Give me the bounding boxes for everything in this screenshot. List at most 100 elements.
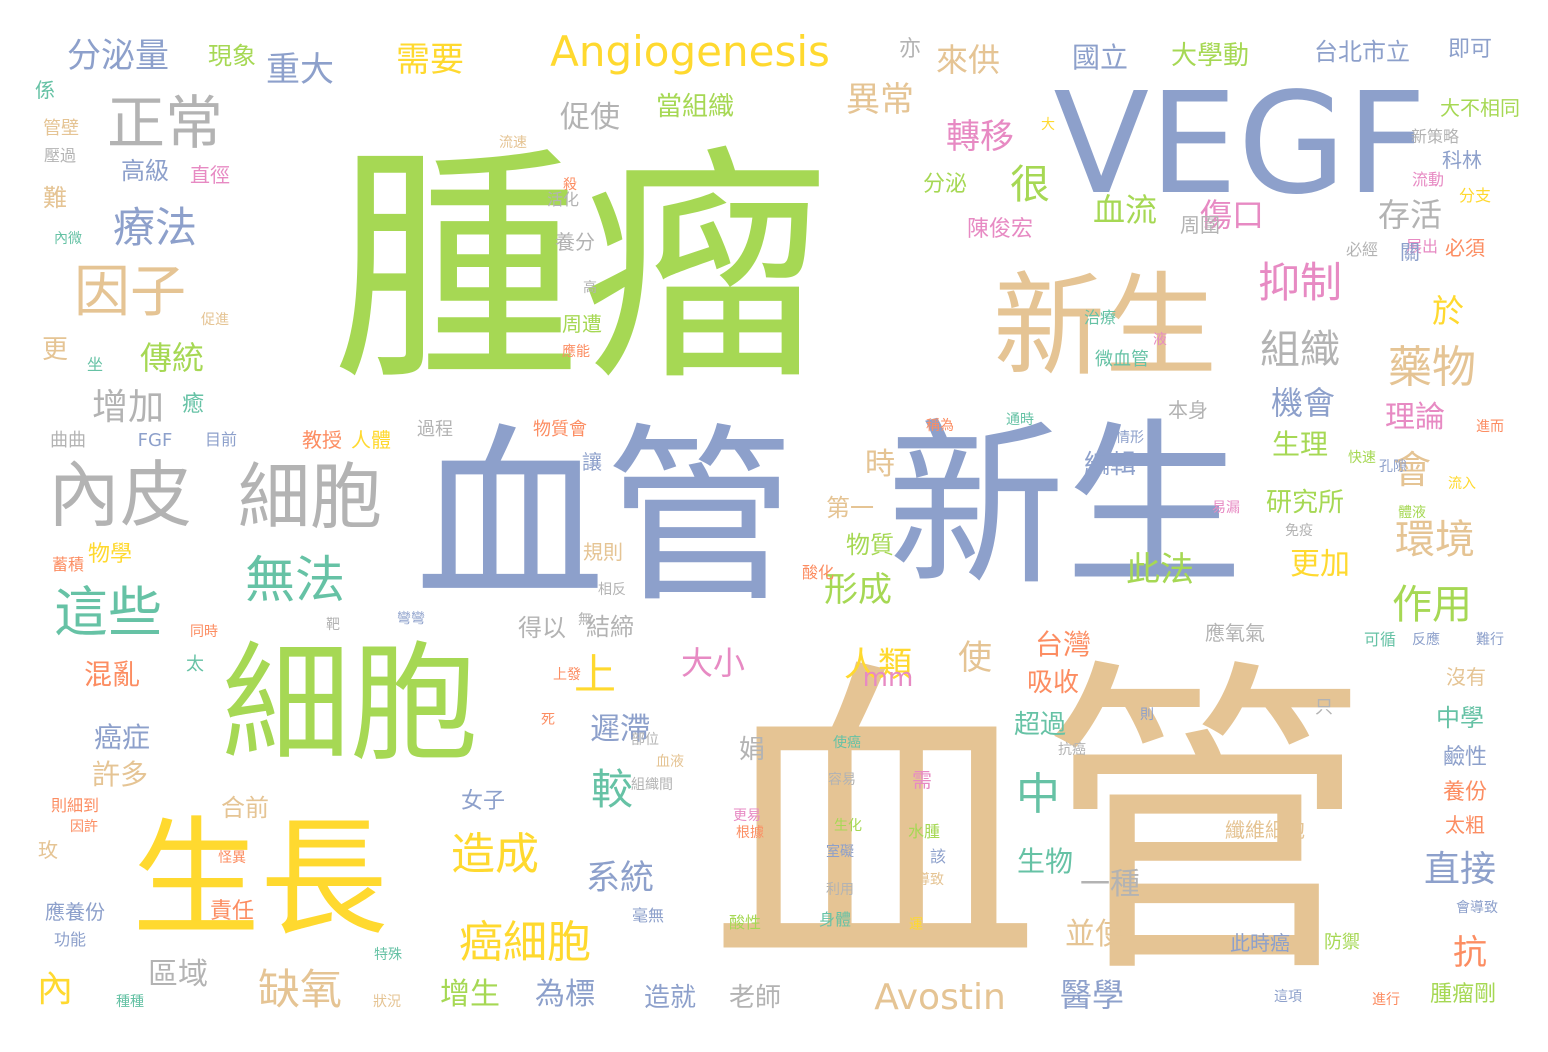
cloud-word: 癌症 [93,721,151,754]
cloud-word: 此法 [1126,550,1194,590]
cloud-word: 人體 [351,428,391,452]
cloud-word: 難行 [1476,632,1504,648]
cloud-word: 許多 [91,758,149,791]
cloud-word: 女子 [460,789,506,814]
cloud-word: 流速 [499,135,527,151]
cloud-word: 鹼性 [1442,745,1488,770]
cloud-word: 使 [958,638,992,678]
cloud-word: 應能 [562,344,590,360]
cloud-word: 物質 [846,531,894,559]
cloud-word: 理論 [1385,400,1445,435]
cloud-word: 癌細胞 [459,917,591,968]
cloud-word: 情形 [1116,430,1144,446]
cloud-word: 直接 [1423,849,1497,890]
cloud-word: 因子 [74,260,186,325]
cloud-word: 靶 [326,617,340,633]
cloud-word: 新生 [993,262,1217,392]
cloud-word: 老師 [728,983,782,1013]
cloud-word: 養分 [555,230,595,254]
cloud-word: 流入 [1448,476,1476,492]
cloud-word: 科林 [1442,148,1482,172]
cloud-word: 蓄積 [51,555,85,574]
cloud-word: 缺氧 [257,965,343,1014]
cloud-word: 無法 [245,551,345,609]
cloud-word: 分泌量 [67,36,169,76]
cloud-word: 流動 [1411,170,1445,189]
cloud-word: 抑制 [1257,258,1343,307]
cloud-word: 養份 [1442,780,1488,805]
cloud-word: 快速 [1348,450,1376,466]
cloud-word: 則細到 [50,796,100,815]
cloud-word: 係 [35,78,55,102]
cloud-word: 即可 [1447,37,1493,62]
cloud-word: 酸性 [728,913,762,932]
cloud-word: 生長 [131,805,389,954]
cloud-word: 沒有 [1446,665,1486,689]
cloud-word: FGF [137,430,173,451]
cloud-word: 此時癌 [1230,931,1290,955]
cloud-word: 抗癌 [1058,742,1086,758]
cloud-word: 超過 [1013,710,1067,740]
cloud-word: 需 [912,768,932,792]
cloud-word: 狀況 [373,994,401,1010]
cloud-word: 殺 [563,177,577,193]
cloud-word: 陳俊宏 [966,217,1034,242]
cloud-word: 分支 [1458,186,1492,205]
cloud-word: 亦 [898,37,922,62]
cloud-word: 第一 [826,494,874,522]
cloud-word: 血管 [414,407,796,628]
cloud-word: 稱為 [926,418,954,434]
cloud-word: 周圍 [1180,213,1220,237]
cloud-word: 癒 [181,392,205,417]
cloud-word: 管壁 [43,118,79,139]
cloud-word: 該 [929,847,947,866]
cloud-word: 利用 [826,882,854,898]
cloud-word: 展出 [1405,237,1439,256]
cloud-word: 物質會 [533,419,587,440]
cloud-word: 腫瘤剛 [1429,982,1497,1007]
cloud-word: 死 [541,712,555,728]
cloud-word: 促進 [201,312,229,328]
cloud-word: 系統 [586,858,654,898]
cloud-word: 國立 [1071,41,1129,74]
cloud-word: 時 [865,447,895,482]
cloud-word: 生化 [834,818,862,834]
cloud-word: 治療 [1083,308,1117,327]
cloud-word: 體液 [1398,505,1426,521]
cloud-word: 轉移 [946,117,1014,157]
cloud-word: 大 [1041,117,1055,133]
cloud-word: 特殊 [374,947,402,963]
cloud-word: 內微 [54,231,82,247]
cloud-word: 功能 [53,930,87,949]
cloud-word: 無 [578,612,592,628]
cloud-word: 結締 [586,613,634,641]
cloud-word: 讓 [582,450,602,474]
cloud-word: mm [862,663,914,693]
cloud-word: 種種 [116,994,144,1010]
cloud-word: 進而 [1476,419,1504,435]
cloud-word: 造就 [643,983,697,1013]
cloud-word: 來供 [935,41,1001,79]
cloud-word: 會導致 [1456,900,1498,916]
cloud-word: 更加 [1290,547,1350,582]
cloud-word: 部位 [631,732,659,748]
cloud-word: 室礙 [826,844,854,860]
cloud-word: 療法 [112,203,198,252]
cloud-word: 生理 [1271,428,1329,461]
cloud-word: 中 [1016,769,1060,820]
cloud-word: 血液 [656,754,684,770]
cloud-word: 微血管 [1095,349,1149,370]
cloud-word: 於 [1431,292,1465,330]
cloud-word: 活化 [546,190,580,209]
cloud-word: 教授 [302,428,342,452]
cloud-word: 上發 [553,667,581,683]
cloud-word: 醫學 [1059,976,1125,1014]
cloud-word: 台灣 [1034,628,1092,661]
cloud-word: 玫 [38,838,58,862]
cloud-word: 腫瘤 [332,126,828,414]
cloud-word: 遲滯 [590,712,650,747]
cloud-word: 為標 [535,977,595,1012]
cloud-word: 一種 [1080,867,1140,902]
cloud-word: 血管 [710,633,1370,1017]
